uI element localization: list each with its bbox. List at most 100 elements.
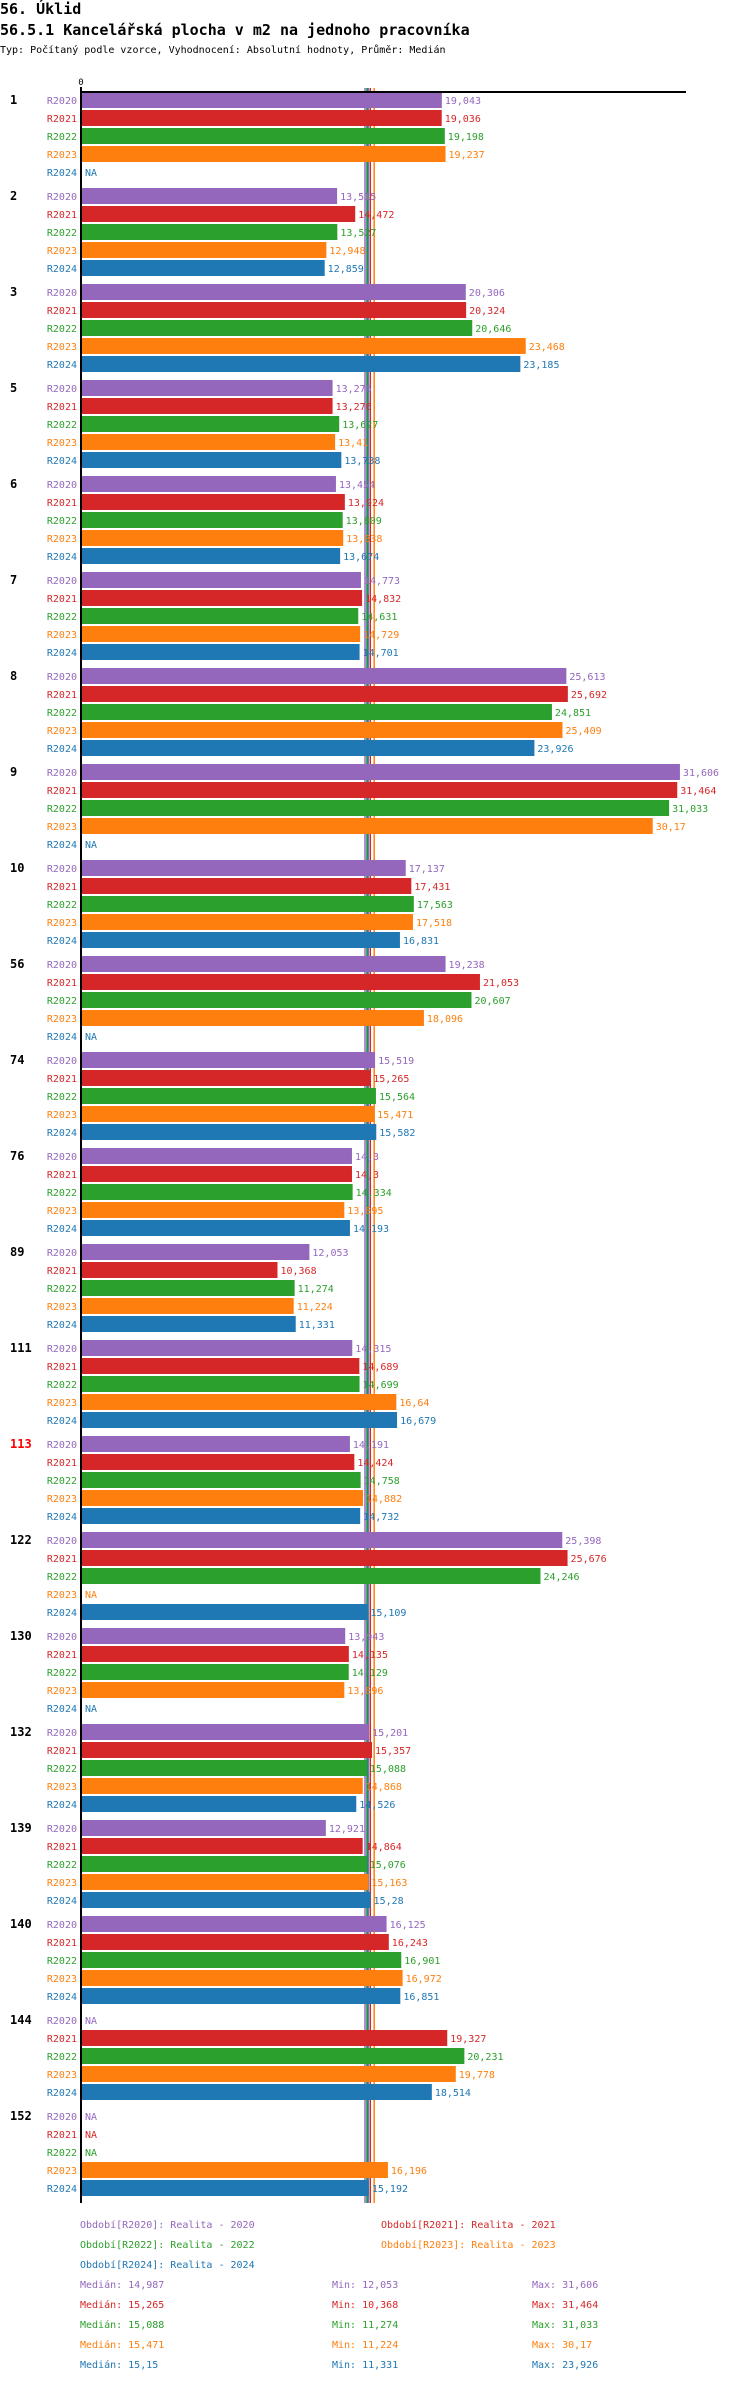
series-row-label: R2020: [47, 1248, 77, 1259]
series-row-label: R2023: [47, 822, 77, 833]
series-row-label: R2020: [47, 192, 77, 203]
value-label: 23,468: [529, 342, 565, 353]
bar-r2021: [81, 1454, 355, 1470]
value-label: 14,191: [353, 1440, 389, 1451]
value-label: 19,238: [449, 960, 485, 971]
series-row-label: R2022: [47, 1284, 77, 1295]
stat-median-r2024: Medián: 15,15: [80, 2360, 159, 2371]
bar-r2024: [81, 1124, 377, 1140]
bar-r2023: [81, 914, 413, 930]
value-label: 14,3: [355, 1152, 379, 1163]
value-label: 19,237: [449, 150, 485, 161]
series-row-label: R2023: [47, 918, 77, 929]
series-row-label: R2023: [47, 1398, 77, 1409]
legend-item-r2024: Období[R2024]: Realita - 2024: [80, 2260, 255, 2271]
na-label: NA: [85, 2130, 97, 2141]
series-row-label: R2021: [47, 1938, 77, 1949]
value-label: 13,627: [342, 420, 378, 431]
series-row-label: R2022: [47, 612, 77, 623]
bar-r2020: [81, 860, 406, 876]
series-row-label: R2021: [47, 498, 77, 509]
value-label: 23,926: [537, 744, 573, 755]
value-label: 13,674: [343, 552, 379, 563]
bar-r2023: [81, 338, 526, 354]
bar-r2024: [81, 740, 535, 756]
value-label: 14,868: [366, 1782, 402, 1793]
bar-r2024: [81, 932, 400, 948]
series-row-label: R2021: [47, 1746, 77, 1757]
value-label: 13,454: [339, 480, 375, 491]
bar-r2022: [81, 704, 552, 720]
bar-r2021: [81, 1934, 389, 1950]
group-label: 9: [10, 765, 17, 779]
series-row-label: R2024: [47, 2184, 77, 2195]
bar-r2023: [81, 434, 336, 450]
series-row-label: R2024: [47, 1032, 77, 1043]
group-label: 130: [10, 1629, 32, 1643]
series-row-label: R2021: [47, 690, 77, 701]
value-label: 14,758: [364, 1476, 400, 1487]
value-label: 16,901: [404, 1956, 440, 1967]
bar-r2024: [81, 1316, 296, 1332]
value-label: 13,896: [347, 1686, 383, 1697]
value-label: 14,729: [363, 630, 399, 641]
value-label: 31,464: [680, 786, 716, 797]
value-label: 15,163: [371, 1878, 407, 1889]
value-label: 25,398: [565, 1536, 601, 1547]
value-label: 19,327: [450, 2034, 486, 2045]
value-label: 17,563: [417, 900, 453, 911]
bar-r2024: [81, 1412, 398, 1428]
series-row-label: R2023: [47, 534, 77, 545]
bar-r2020: [81, 1148, 352, 1164]
value-label: 10,368: [280, 1266, 316, 1277]
value-label: 14,472: [358, 210, 394, 221]
series-row-label: R2023: [47, 1590, 77, 1601]
series-row-label: R2022: [47, 324, 77, 335]
value-label: 16,196: [391, 2166, 427, 2177]
series-row-label: R2021: [47, 114, 77, 125]
value-label: 14,701: [363, 648, 399, 659]
bar-r2023: [81, 1010, 424, 1026]
stat-median-r2021: Medián: 15,265: [80, 2300, 165, 2311]
bar-r2023: [81, 2162, 388, 2178]
value-label: 14,135: [352, 1650, 388, 1661]
value-label: 31,606: [683, 768, 719, 779]
chart-subtitle: Typ: Počítaný podle vzorce, Vyhodnocení:…: [0, 45, 446, 56]
series-row-label: R2024: [47, 168, 77, 179]
bar-r2021: [81, 110, 442, 126]
bar-r2020: [81, 764, 680, 780]
bar-r2021: [81, 206, 356, 222]
stat-max-r2021: Max: 31,464: [532, 2300, 599, 2311]
series-row-label: R2020: [47, 1440, 77, 1451]
value-label: 17,431: [414, 882, 450, 893]
series-row-label: R2021: [47, 1170, 77, 1181]
na-label: NA: [85, 168, 97, 179]
value-label: 21,053: [483, 978, 519, 989]
bar-r2020: [81, 1820, 326, 1836]
bar-r2020: [81, 1532, 563, 1548]
bar-r2022: [81, 1184, 353, 1200]
series-row-label: R2021: [47, 402, 77, 413]
value-label: 13,276: [336, 384, 372, 395]
bar-r2021: [81, 1358, 360, 1374]
group-label: 8: [10, 669, 17, 683]
value-label: 13,276: [336, 402, 372, 413]
bar-r2024: [81, 1796, 357, 1812]
value-label: 25,613: [569, 672, 605, 683]
bar-r2021: [81, 1838, 363, 1854]
bar-r2023: [81, 818, 653, 834]
bar-r2022: [81, 1664, 349, 1680]
value-label: 14,732: [363, 1512, 399, 1523]
series-row-label: R2021: [47, 1074, 77, 1085]
series-row-label: R2024: [47, 1896, 77, 1907]
series-row-label: R2021: [47, 594, 77, 605]
value-label: 14,832: [365, 594, 401, 605]
bar-r2024: [81, 1604, 368, 1620]
bar-r2023: [81, 1874, 369, 1890]
bar-r2020: [81, 476, 336, 492]
stat-median-r2023: Medián: 15,471: [80, 2340, 165, 2351]
group-label: 144: [10, 2013, 32, 2027]
series-row-label: R2023: [47, 1782, 77, 1793]
stat-min-r2022: Min: 11,274: [332, 2320, 399, 2331]
series-row-label: R2022: [47, 1668, 77, 1679]
